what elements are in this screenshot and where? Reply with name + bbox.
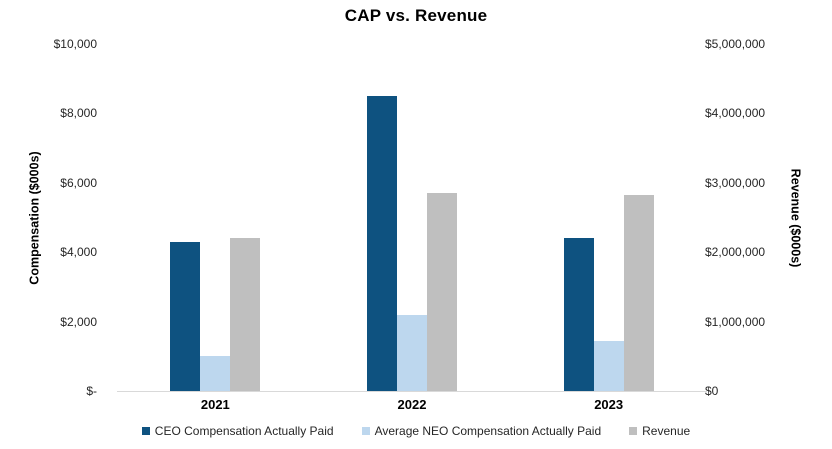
left-axis-tick-label: $8,000 xyxy=(60,106,97,121)
legend-label-ceo: CEO Compensation Actually Paid xyxy=(154,424,334,438)
left-axis-tick-label: $6,000 xyxy=(60,175,97,190)
bar-neo-2021 xyxy=(200,356,231,391)
x-axis-label-2023: 2023 xyxy=(594,397,624,412)
right-axis-title-text: Revenue ($000s) xyxy=(788,168,803,267)
bar-neo-2022 xyxy=(397,314,427,391)
right-axis-tick-label: $2,000,000 xyxy=(705,245,766,260)
bar-ceo-2021 xyxy=(170,241,201,391)
left-axis-tick-label: $2,000 xyxy=(60,314,97,329)
left-axis-tick-label: $10,000 xyxy=(53,37,97,51)
right-axis-title: Revenue ($000s) xyxy=(780,44,810,391)
left-axis-ticks: $- $2,000 $4,000 $6,000 $8,000 $10,000 xyxy=(0,37,97,398)
right-axis-tick-label: $4,000,000 xyxy=(705,106,766,121)
x-axis-labels: 2021 2022 2023 xyxy=(117,397,707,413)
bar-revenue-2021 xyxy=(230,238,261,391)
chart-title: CAP vs. Revenue xyxy=(344,6,488,25)
right-axis-tick-label: $5,000,000 xyxy=(705,37,766,51)
left-axis-tick-label: $4,000 xyxy=(60,245,97,260)
legend-marker-ceo xyxy=(141,427,150,435)
right-axis-tick-label: $1,000,000 xyxy=(705,314,766,329)
x-axis-label-2022: 2022 xyxy=(397,397,427,412)
legend-item-revenue: Revenue xyxy=(629,424,690,438)
bar-ceo-2022 xyxy=(367,96,397,391)
plot-area xyxy=(117,44,707,392)
legend-marker-neo xyxy=(361,427,370,435)
legend-item-ceo: CEO Compensation Actually Paid xyxy=(141,424,334,438)
x-axis-label-2021: 2021 xyxy=(200,397,230,412)
legend-item-neo: Average NEO Compensation Actually Paid xyxy=(361,424,602,438)
bar-ceo-2023 xyxy=(563,238,594,391)
left-axis-tick-label: $- xyxy=(86,384,97,398)
legend-marker-revenue xyxy=(629,427,638,435)
bar-revenue-2022 xyxy=(427,192,457,391)
legend-label-neo: Average NEO Compensation Actually Paid xyxy=(374,424,602,438)
legend: CEO Compensation Actually Paid Average NE… xyxy=(0,421,832,441)
bar-neo-2023 xyxy=(593,340,624,391)
right-axis-ticks: $0 $1,000,000 $2,000,000 $3,000,000 $4,000,0… xyxy=(705,37,825,398)
legend-label-revenue: Revenue xyxy=(642,424,691,438)
right-axis-tick-label: $0 xyxy=(705,384,719,398)
right-axis-tick-label: $3,000,000 xyxy=(705,175,766,190)
bar-revenue-2023 xyxy=(623,194,654,391)
